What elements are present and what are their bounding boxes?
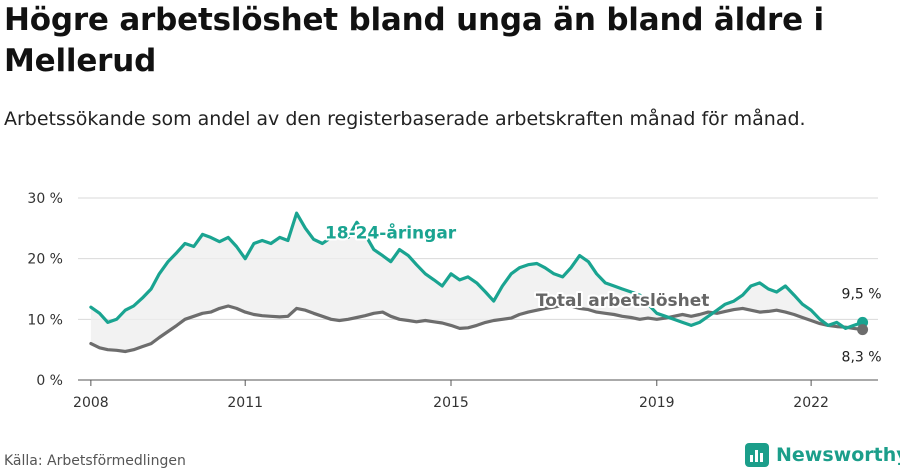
series-name-label: 18-24-åringar bbox=[325, 222, 457, 244]
axes: 0 % 10 % 20 % 30 % 2008 2011 2015 2019 2022 bbox=[27, 191, 829, 411]
series-end-point bbox=[857, 324, 869, 336]
series-line bbox=[89, 211, 865, 330]
series-lines bbox=[89, 211, 869, 354]
y-tick-label: 30 % bbox=[27, 191, 63, 207]
y-tick-label: 20 % bbox=[27, 252, 63, 268]
end-value-label: 9,5 % bbox=[842, 286, 882, 302]
newsworthy-logo[interactable]: Newsworthy bbox=[745, 440, 900, 470]
x-tick-label: 2022 bbox=[793, 395, 829, 411]
x-tick-label: 2008 bbox=[73, 395, 109, 411]
newsworthy-logo-icon bbox=[745, 443, 769, 467]
x-tick-label: 2019 bbox=[639, 395, 675, 411]
series-line bbox=[89, 303, 865, 354]
x-tick-label: 2011 bbox=[227, 395, 263, 411]
series-labels: 9,5 % 8,3 % 18-24-åringar Total arbetslöshe… bbox=[323, 220, 882, 366]
y-tick-label: 0 % bbox=[36, 373, 63, 389]
y-tick-label: 10 % bbox=[27, 312, 63, 328]
series-name-label: Total arbetslöshet bbox=[536, 291, 710, 311]
x-tick-label: 2015 bbox=[433, 395, 469, 411]
gap-area bbox=[90, 213, 863, 352]
brand-name: Newsworthy bbox=[776, 444, 900, 466]
chart-subtitle: Arbetssökande som andel av den registerb… bbox=[4, 108, 806, 130]
end-value-label: 8,3 % bbox=[842, 350, 882, 366]
source-note: Källa: Arbetsförmedlingen bbox=[4, 453, 186, 469]
chart-title: Högre arbetslöshet bland unga än bland ä… bbox=[4, 2, 824, 79]
